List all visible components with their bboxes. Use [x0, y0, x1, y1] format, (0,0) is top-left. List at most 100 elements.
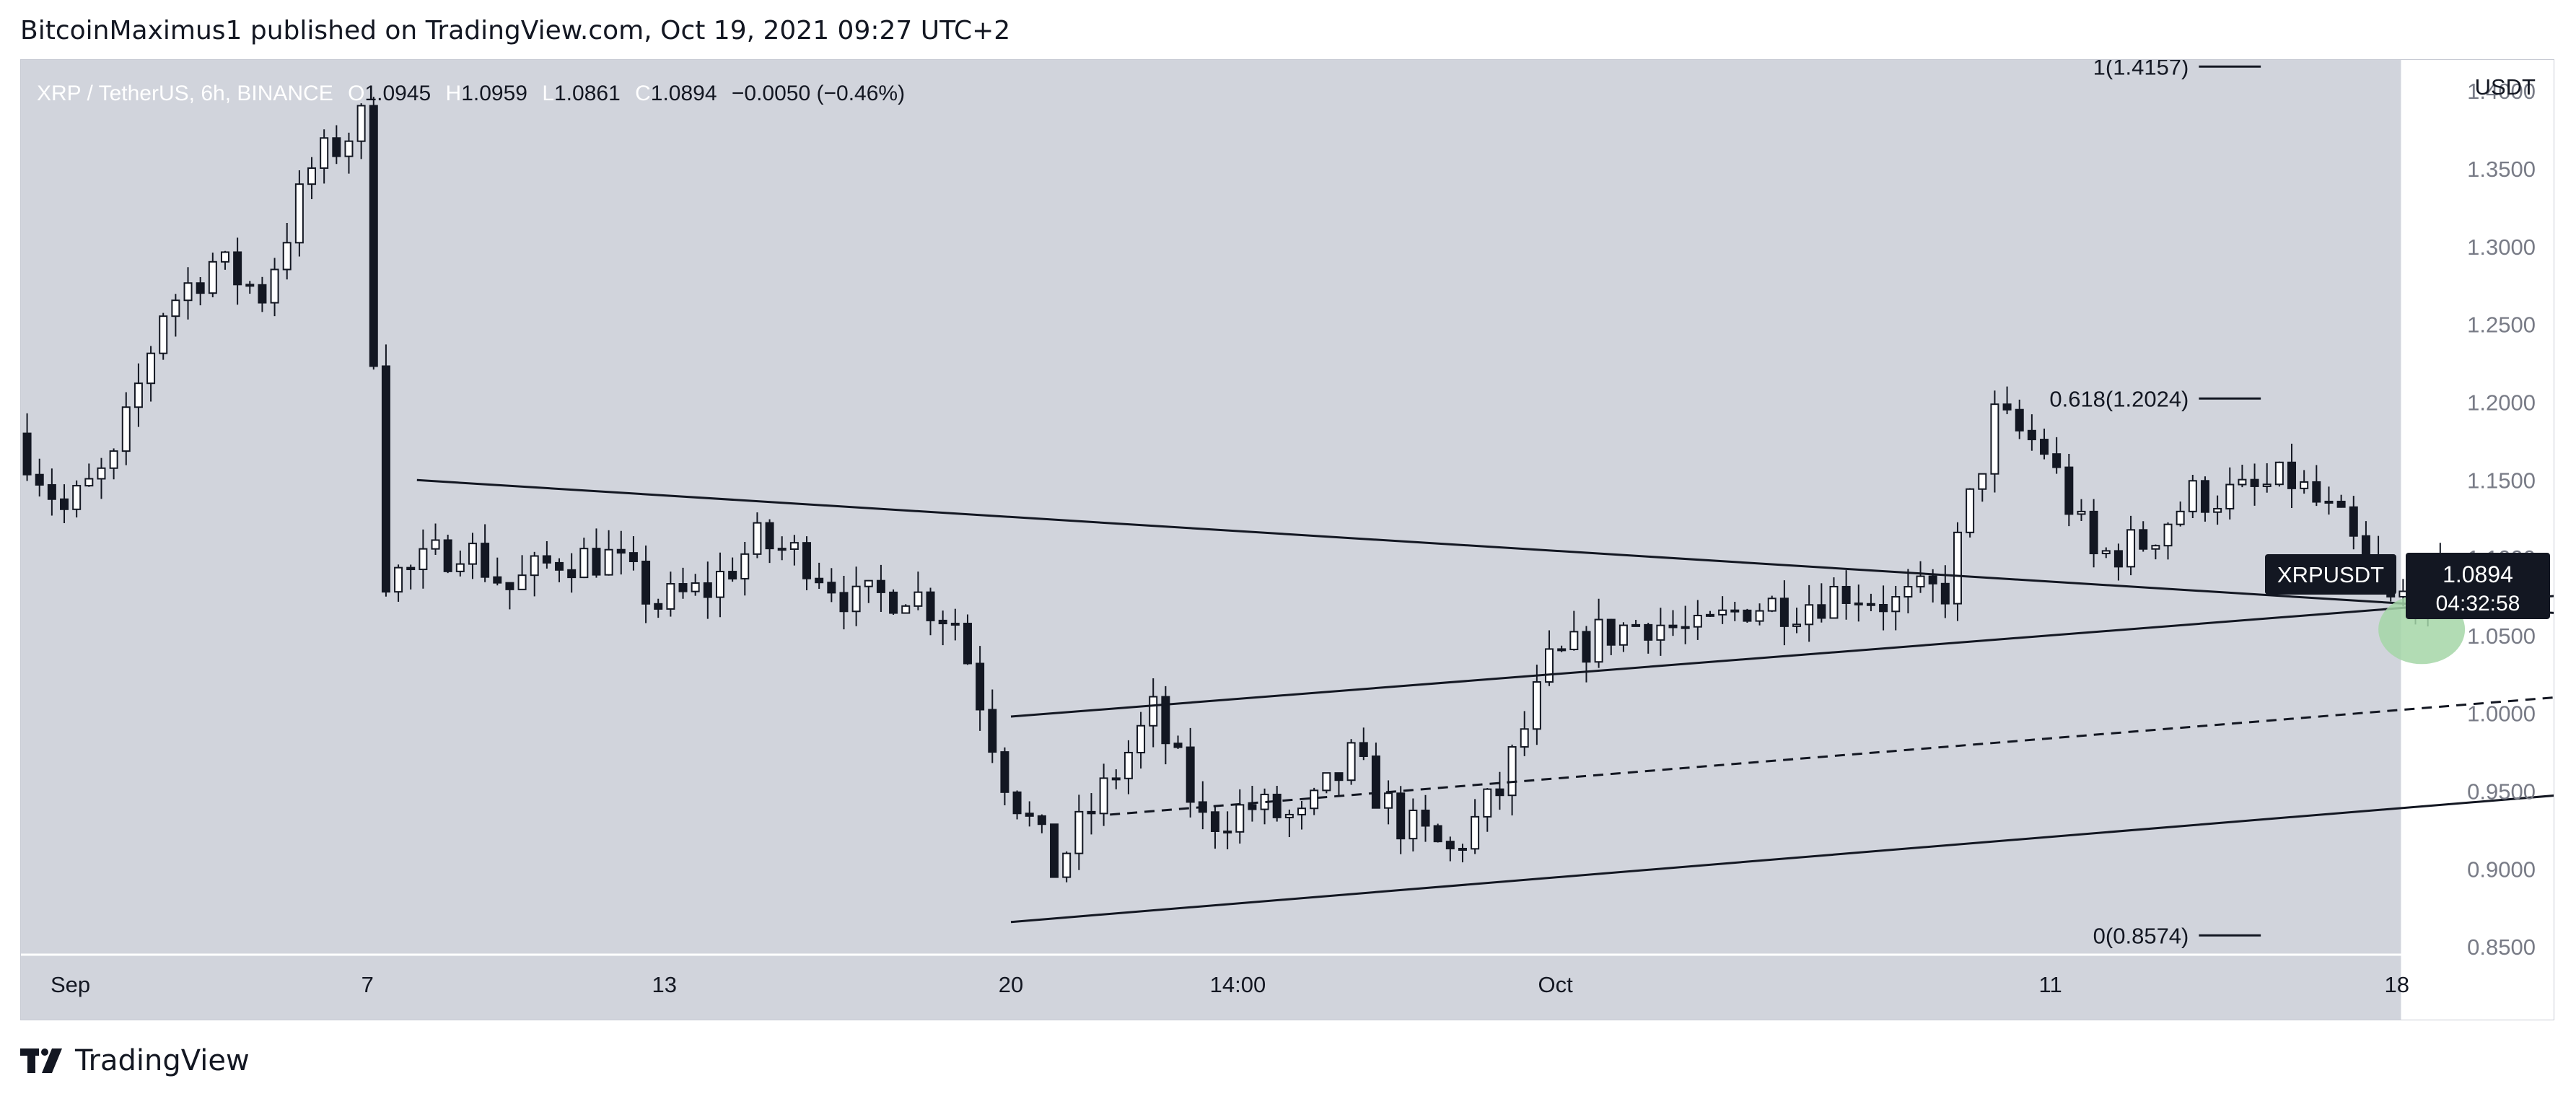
- candle-down: [926, 591, 935, 621]
- candle-up: [282, 242, 292, 271]
- candle-up: [1483, 788, 1492, 818]
- candle-up: [715, 571, 724, 598]
- candle-up: [1149, 696, 1158, 727]
- chart-frame[interactable]: 1(1.4157) 0.618(1.2024) 0(0.8574) 1.4000 1.…: [20, 59, 2554, 1020]
- candle-up: [914, 591, 923, 607]
- change-value: −0.0050 (−0.46%): [732, 82, 905, 105]
- candle-up: [1978, 473, 1987, 490]
- candle-down: [1186, 746, 1195, 803]
- price-tick-label: 0.8500: [2467, 934, 2536, 960]
- candle-down: [876, 579, 885, 593]
- price-tick-label: 1.0500: [2467, 623, 2536, 649]
- time-tick-label: Oct: [1538, 972, 1573, 997]
- time-tick-label: 11: [2039, 972, 2062, 997]
- candle-down: [1817, 604, 1826, 619]
- candle-down: [889, 591, 898, 614]
- candle-down: [369, 105, 378, 367]
- candle-down: [381, 365, 390, 593]
- candle-down: [2027, 429, 2036, 441]
- candle-up: [159, 315, 168, 354]
- price-tick-label: 1.3500: [2467, 157, 2536, 182]
- candle-up: [1631, 623, 1641, 627]
- candle-down: [616, 548, 626, 554]
- candle-up: [1767, 597, 1777, 612]
- candle-up: [171, 299, 180, 318]
- candle-up: [146, 352, 156, 385]
- candle-down: [1248, 804, 1257, 810]
- candle-down: [2349, 506, 2358, 537]
- candle-up: [950, 623, 960, 626]
- candle-up: [1618, 624, 1628, 646]
- candle-up: [901, 605, 911, 614]
- candle-up: [1235, 804, 1245, 833]
- candle-down: [1557, 648, 1567, 652]
- publish-attribution: BitcoinMaximus1 published on TradingView…: [20, 16, 1011, 45]
- candle-up: [1284, 813, 1294, 818]
- candle-down: [1644, 623, 1653, 641]
- time-tick-label: 20: [999, 972, 1023, 997]
- candle-up: [1099, 777, 1108, 815]
- candle-up: [208, 260, 217, 294]
- brand-footer[interactable]: TradingView: [20, 1041, 250, 1081]
- price-chart[interactable]: 1(1.4157) 0.618(1.2024) 0(0.8574) 1.4000 1.…: [21, 60, 2554, 1020]
- candle-down: [592, 548, 601, 576]
- candle-down: [1866, 603, 1875, 606]
- candle-up: [530, 555, 539, 577]
- ohlc-legend: XRP / TetherUS, 6h, BINANCE O1.0945 H1.0…: [37, 82, 905, 105]
- candle-down: [481, 543, 490, 578]
- candle-down: [802, 542, 812, 579]
- plot-pane[interactable]: [21, 60, 2402, 955]
- price-tick-label: 1.2000: [2467, 390, 2536, 415]
- candle-down: [2287, 461, 2297, 489]
- price-tick-label: 1.1500: [2467, 468, 2536, 493]
- candle-down: [1000, 751, 1009, 793]
- candle-up: [1545, 648, 1554, 683]
- candle-up: [1656, 624, 1665, 641]
- candle-up: [1705, 613, 1714, 617]
- candle-up: [2213, 507, 2222, 513]
- candle-down: [542, 555, 551, 564]
- price-tag-symbol-bg: [2265, 553, 2396, 595]
- price-tick-label: 1.4000: [2467, 79, 2536, 104]
- currency-label: USDT: [2475, 74, 2536, 100]
- candle-down: [2312, 481, 2321, 503]
- candle-up: [121, 406, 131, 452]
- candle-up: [1346, 742, 1356, 781]
- candle-up: [1966, 488, 1975, 533]
- candle-down: [332, 137, 341, 157]
- candle-up: [2274, 461, 2284, 486]
- candle-up: [468, 543, 477, 565]
- candle-down: [1087, 810, 1096, 815]
- candle-down: [2200, 480, 2209, 513]
- candle-down: [1012, 791, 1022, 815]
- candle-down: [245, 284, 255, 287]
- candle-up: [1136, 724, 1146, 753]
- candle-up: [1074, 810, 1084, 854]
- candle-up: [1520, 728, 1529, 748]
- candle-up: [1297, 807, 1307, 815]
- time-tick-label: 18: [2385, 972, 2409, 997]
- candle-up: [2188, 480, 2197, 512]
- symbol-label: XRP / TetherUS, 6h, BINANCE: [37, 82, 333, 105]
- candle-up: [1693, 615, 1702, 628]
- candle-up: [740, 553, 750, 580]
- candle-up: [344, 140, 354, 157]
- candle-down: [2139, 529, 2148, 550]
- candle-up: [2225, 483, 2235, 509]
- candle-down: [1743, 609, 1752, 622]
- candle-up: [1916, 575, 1925, 588]
- candle-down: [567, 569, 577, 579]
- channel-upper-line: [1010, 595, 2554, 718]
- candle-up: [1532, 681, 1541, 730]
- candle-down: [728, 571, 737, 580]
- candle-up: [84, 478, 94, 487]
- close-label: C: [635, 82, 651, 105]
- candle-up: [220, 251, 229, 263]
- candle-down: [1854, 602, 1863, 605]
- candle-up: [1322, 772, 1331, 792]
- candle-down: [1940, 582, 1950, 605]
- candle-down: [1928, 575, 1937, 584]
- candle-down: [777, 548, 787, 551]
- price-tick-label: 1.2500: [2467, 312, 2536, 338]
- candle-down: [2361, 535, 2370, 559]
